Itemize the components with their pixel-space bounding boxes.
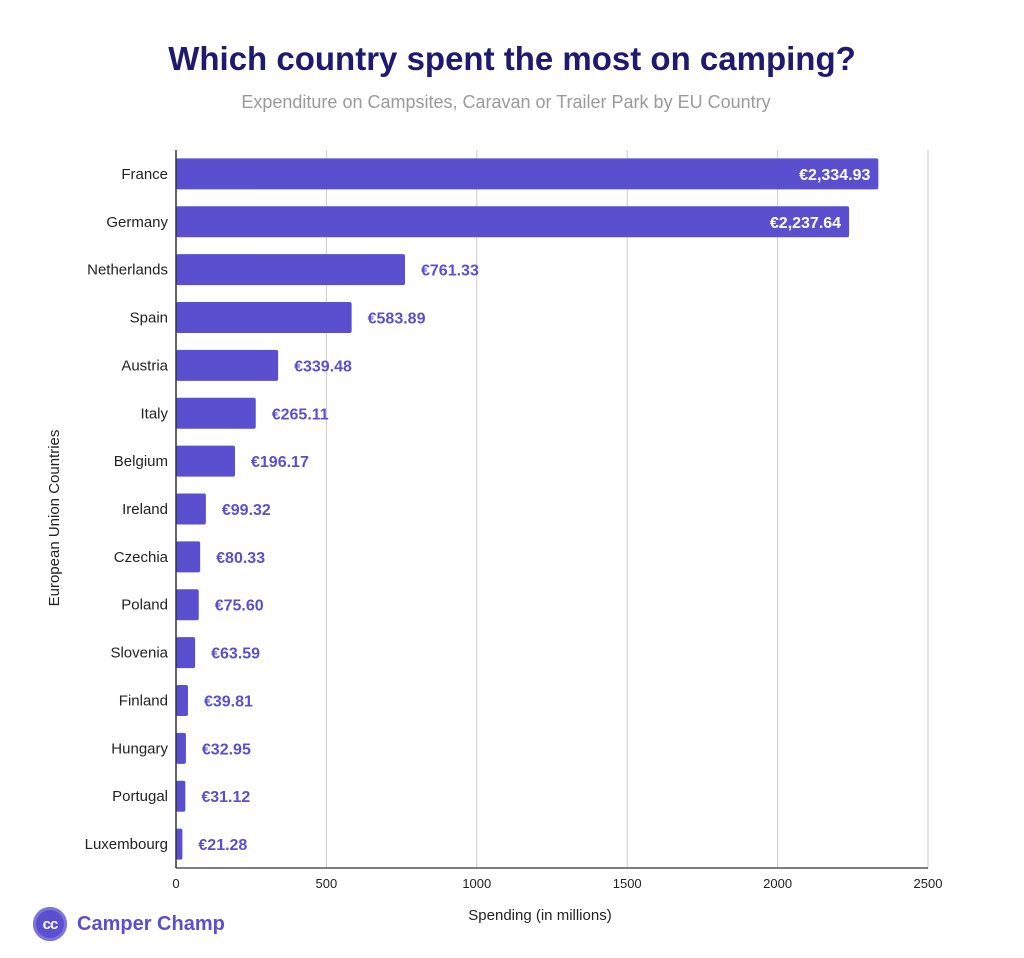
data-label: €761.33 [421,263,479,280]
category-label: Hungary [111,740,168,757]
chart-title: Which country spent the most on camping? [168,40,856,77]
category-label: Finland [119,692,168,709]
y-axis-title: European Union Countries [46,430,63,607]
bar [176,732,186,764]
category-label: France [121,166,168,183]
camper-champ-logo-icon: cc [33,907,67,941]
bar [176,254,406,286]
x-tick-label: 2000 [763,876,792,891]
data-label: €196.17 [251,454,309,471]
data-label: €265.11 [272,406,329,423]
data-label: €2,237.64 [770,215,841,232]
bar [176,589,199,621]
bar [176,493,206,525]
category-label: Portugal [112,788,168,805]
bar [176,541,201,573]
data-label: €99.32 [222,502,271,519]
bar [176,302,352,334]
data-label: €75.60 [215,598,264,615]
data-label: €583.89 [368,311,426,328]
x-tick-label: 1500 [613,876,642,891]
data-label: €21.28 [198,837,247,854]
chart-subtitle: Expenditure on Campsites, Caravan or Tra… [241,92,771,112]
bar [176,158,879,190]
bar [176,780,186,812]
category-label: Netherlands [87,262,168,279]
category-label: Poland [121,597,168,614]
category-label: Czechia [114,549,169,566]
x-tick-label: 500 [316,876,338,891]
data-label: €39.81 [204,693,253,710]
bar [176,349,279,381]
brand-name: Camper Champ [77,912,225,935]
x-tick-label: 2500 [914,876,943,891]
bar [176,206,850,238]
data-label: €2,334.93 [799,167,870,184]
bar [176,637,196,669]
x-axis-title: Spending (in millions) [468,907,611,924]
category-label: Ireland [122,501,168,518]
category-label: Belgium [114,453,168,470]
x-tick-label: 1000 [462,876,491,891]
data-label: €80.33 [216,550,265,567]
data-label: €31.12 [201,789,250,806]
bar [176,828,183,860]
data-label: €63.59 [211,646,260,663]
category-label: Austria [121,357,168,374]
category-label: Luxembourg [85,836,168,853]
bar [176,397,256,429]
category-label: Germany [106,214,168,231]
data-label: €32.95 [202,741,251,758]
brand: cc Camper Champ [33,907,225,941]
bar [176,684,188,716]
category-label: Spain [130,310,168,327]
bar [176,445,236,477]
category-label: Italy [140,405,168,422]
x-tick-label: 0 [172,876,179,891]
category-label: Slovenia [110,645,168,662]
data-label: €339.48 [294,358,352,375]
